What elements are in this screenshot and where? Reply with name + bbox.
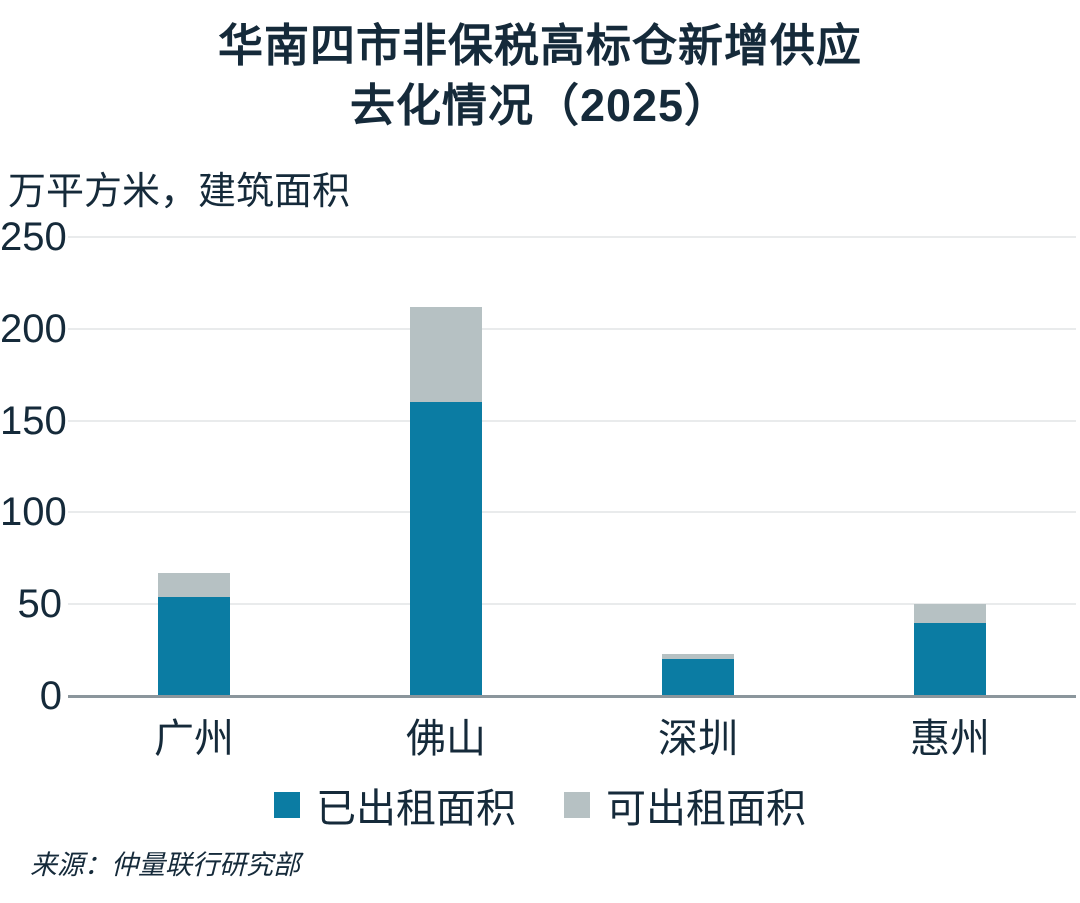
x-axis-line <box>68 695 1076 698</box>
chart-title-line2: 去化情况（2025） <box>349 80 731 131</box>
y-tick-label: 200 <box>0 306 67 351</box>
bar-group <box>914 604 986 696</box>
gridline <box>68 327 1076 330</box>
source-note: 来源：仲量联行研究部 <box>30 850 300 880</box>
bar-group <box>158 572 230 696</box>
bar-segment-leased <box>662 659 734 696</box>
y-tick-label: 250 <box>0 215 67 259</box>
y-tick-label: 100 <box>0 490 67 535</box>
gridline <box>68 603 1076 606</box>
chart-title: 华南四市非保税高标仓新增供应 去化情况（2025） <box>0 16 1080 136</box>
bar-group <box>662 653 734 696</box>
gridline <box>68 236 1076 238</box>
y-axis-units-label: 万平方米，建筑面积 <box>8 171 351 213</box>
bar-segment-leasable <box>662 653 734 660</box>
x-tick-label: 广州 <box>154 717 234 761</box>
legend-label-leasable: 可出租面积 <box>606 787 806 831</box>
y-tick-label: 0 <box>39 674 62 718</box>
legend: 已出租面积 可出租面积 <box>0 776 1080 834</box>
y-tick-label: 150 <box>0 398 67 443</box>
x-tick-label: 惠州 <box>910 717 990 761</box>
leasable-area-swatch-icon <box>564 792 590 818</box>
legend-label-leased: 已出租面积 <box>316 787 516 831</box>
y-tick-label: 50 <box>17 582 63 627</box>
bar-segment-leased <box>410 402 482 696</box>
bar-segment-leasable <box>158 572 230 597</box>
chart-title-line1: 华南四市非保税高标仓新增供应 <box>217 20 862 71</box>
bar-group <box>410 306 482 696</box>
bar-segment-leased <box>914 622 986 696</box>
gridline <box>68 419 1076 422</box>
bar-segment-leasable <box>914 604 986 623</box>
legend-item-leasable: 可出租面积 <box>564 776 806 834</box>
leased-area-swatch-icon <box>274 792 300 818</box>
bar-segment-leasable <box>410 306 482 403</box>
bar-segment-leased <box>158 596 230 696</box>
legend-item-leased: 已出租面积 <box>274 776 516 834</box>
gridline <box>68 511 1076 514</box>
x-tick-label: 深圳 <box>658 717 738 761</box>
x-tick-label: 佛山 <box>406 717 486 761</box>
